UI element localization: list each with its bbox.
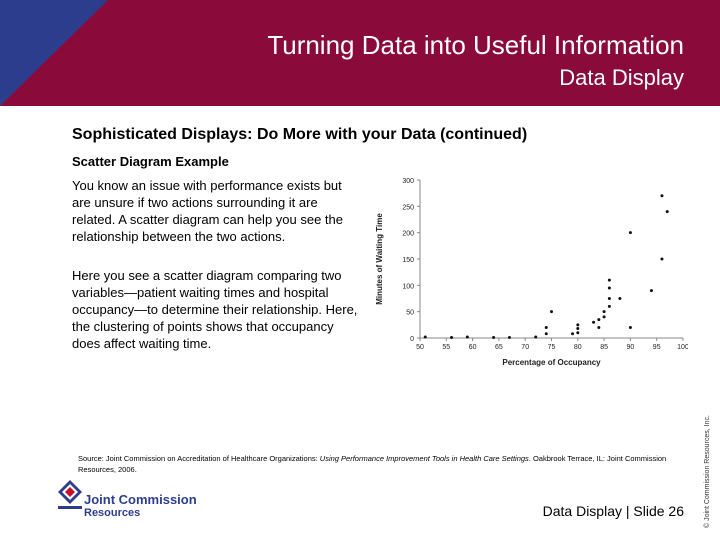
scatter-point <box>607 278 611 282</box>
scatter-point <box>649 289 653 293</box>
x-tick-label: 50 <box>416 344 424 351</box>
x-tick-label: 100 <box>677 344 688 351</box>
scatter-point <box>576 327 580 331</box>
x-tick-label: 75 <box>548 344 556 351</box>
scatter-point <box>571 332 575 336</box>
scatter-point <box>607 297 611 300</box>
intro-paragraph: You know an issue with performance exist… <box>72 178 344 244</box>
scatter-point <box>607 304 611 308</box>
scatter-point <box>423 335 427 339</box>
header-banner: Turning Data into Useful Information Dat… <box>0 0 720 106</box>
slide-subtitle: Data Display <box>559 65 684 90</box>
x-tick-label: 60 <box>469 344 477 351</box>
scatter-point <box>534 335 538 339</box>
source-title: Using Performance Improvement Tools in H… <box>319 454 529 463</box>
scatter-point <box>507 335 511 339</box>
header-corner-accent <box>0 0 108 106</box>
source-prefix: Source: Joint Commission on Accreditatio… <box>78 454 320 463</box>
y-tick-label: 150 <box>402 257 414 264</box>
section-subheading: Scatter Diagram Example <box>72 154 229 169</box>
scatter-point <box>597 318 601 322</box>
logo-text-line1: Joint Commission <box>84 492 197 507</box>
slide-title: Turning Data into Useful Information <box>267 30 684 60</box>
y-tick-label: 100 <box>402 283 414 290</box>
scatter-point <box>628 231 632 235</box>
scatter-point <box>492 335 496 339</box>
copyright-notice: © Joint Commission Resources, Inc. <box>704 415 711 528</box>
scatter-point <box>607 286 611 290</box>
y-tick-label: 0 <box>410 336 414 343</box>
x-tick-label: 80 <box>574 344 582 351</box>
scatter-point <box>544 325 548 329</box>
scatter-point <box>576 331 580 335</box>
y-tick-label: 300 <box>402 178 414 185</box>
scatter-point <box>665 210 669 214</box>
scatter-chart: 0 50 100 150 200 250 300 50 55 60 65 70 75 80 85 90 95 10… <box>368 172 689 377</box>
y-tick-label: 250 <box>402 204 414 211</box>
y-tick-label: 200 <box>402 231 414 238</box>
y-tick-label: 50 <box>406 310 414 317</box>
y-axis-title: Minutes of Waiting Time <box>375 213 384 305</box>
x-tick-label: 55 <box>442 344 450 351</box>
scatter-point <box>660 257 664 261</box>
x-tick-label: 85 <box>600 344 608 351</box>
x-tick-label: 95 <box>653 344 661 351</box>
scatter-point <box>450 335 454 339</box>
logo-text-line2: Resources <box>84 507 141 519</box>
scatter-point <box>602 310 606 314</box>
x-tick-label: 70 <box>521 344 529 351</box>
scatter-point <box>618 297 622 300</box>
x-axis-title: Percentage of Occupancy <box>502 358 601 367</box>
scatter-point <box>592 320 596 324</box>
source-suffix: . Oakbrook Terrace, IL: Joint Commission… <box>78 454 667 474</box>
x-tick-label: 65 <box>495 344 503 351</box>
jcr-logo-icon <box>58 480 82 509</box>
scatter-point <box>628 325 632 329</box>
scatter-point <box>465 335 469 339</box>
explanation-paragraph: Here you see a scatter diagram comparing… <box>72 268 358 351</box>
scatter-point <box>550 310 553 314</box>
scatter-point <box>602 315 606 319</box>
scatter-point <box>660 194 664 198</box>
section-heading: Sophisticated Displays: Do More with you… <box>72 126 528 143</box>
scatter-point <box>597 325 601 329</box>
scatter-point <box>544 332 548 336</box>
scatter-point <box>576 323 580 327</box>
slide-footer: Data Display | Slide 26 <box>542 503 684 519</box>
x-tick-label: 90 <box>627 344 635 351</box>
source-citation: Source: Joint Commission on Accreditatio… <box>78 453 678 475</box>
